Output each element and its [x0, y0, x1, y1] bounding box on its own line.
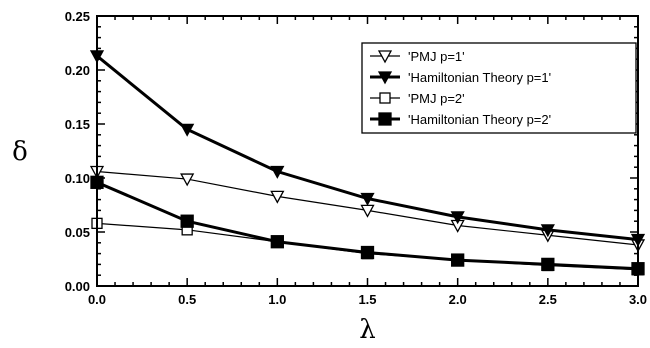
x-tick-labels: 0.0 0.5 1.0 1.5 2.0 2.5 3.0 [88, 292, 647, 307]
legend-item: 'Hamiltonian Theory p=1' [370, 70, 551, 85]
legend-label: 'Hamiltonian Theory p=2' [408, 112, 551, 127]
plot-frame [96, 15, 639, 287]
x-tick-label: 0.0 [88, 292, 106, 307]
x-tick-label: 1.0 [268, 292, 286, 307]
x-tick-label: 2.0 [449, 292, 467, 307]
data-point [360, 245, 375, 260]
legend-item: 'Hamiltonian Theory p=2' [370, 112, 551, 127]
y-tick-label: 0.25 [65, 9, 90, 24]
legend-label: 'PMJ p=2' [408, 91, 465, 106]
data-point [451, 253, 465, 267]
series-layer [89, 50, 646, 276]
data-point [270, 190, 285, 204]
data-point [180, 214, 194, 228]
series-1 [89, 165, 646, 253]
data-point [541, 257, 555, 272]
x-tick-label: 2.5 [539, 292, 557, 307]
x-tick-label: 1.5 [358, 292, 376, 307]
data-point [180, 123, 195, 137]
data-point [450, 211, 465, 225]
y-tick-label: 0.10 [65, 171, 90, 186]
data-point [270, 165, 285, 179]
legend-label: 'PMJ p=1' [408, 49, 465, 64]
y-tick-label: 0.15 [65, 117, 90, 132]
data-point [360, 192, 375, 206]
series-4 [90, 175, 645, 276]
data-point [377, 50, 393, 64]
y-tick-label: 0.20 [65, 63, 90, 78]
data-point [180, 173, 195, 187]
data-point [270, 235, 284, 249]
legend-item: 'PMJ p=1' [370, 49, 465, 64]
data-point [379, 92, 391, 104]
legend-box [361, 42, 637, 134]
legend: 'PMJ p=1' 'Hamiltonian Theory p=1' 'PMJ p=… [361, 42, 637, 134]
data-point [540, 224, 555, 238]
y-tick-label: 0.05 [65, 225, 90, 240]
y-tick-label: 0.00 [65, 279, 90, 294]
x-axis-label: λ [359, 315, 375, 345]
y-axis-label: δ [12, 137, 28, 167]
legend-label: 'Hamiltonian Theory p=1' [408, 70, 551, 85]
y-tick-labels: 0.00 0.05 0.10 0.15 0.20 0.25 [65, 9, 90, 294]
x-tick-label: 3.0 [629, 292, 647, 307]
x-tick-label: 0.5 [178, 292, 196, 307]
legend-item: 'PMJ p=2' [370, 91, 465, 106]
data-point [377, 71, 393, 85]
data-point [378, 112, 392, 126]
